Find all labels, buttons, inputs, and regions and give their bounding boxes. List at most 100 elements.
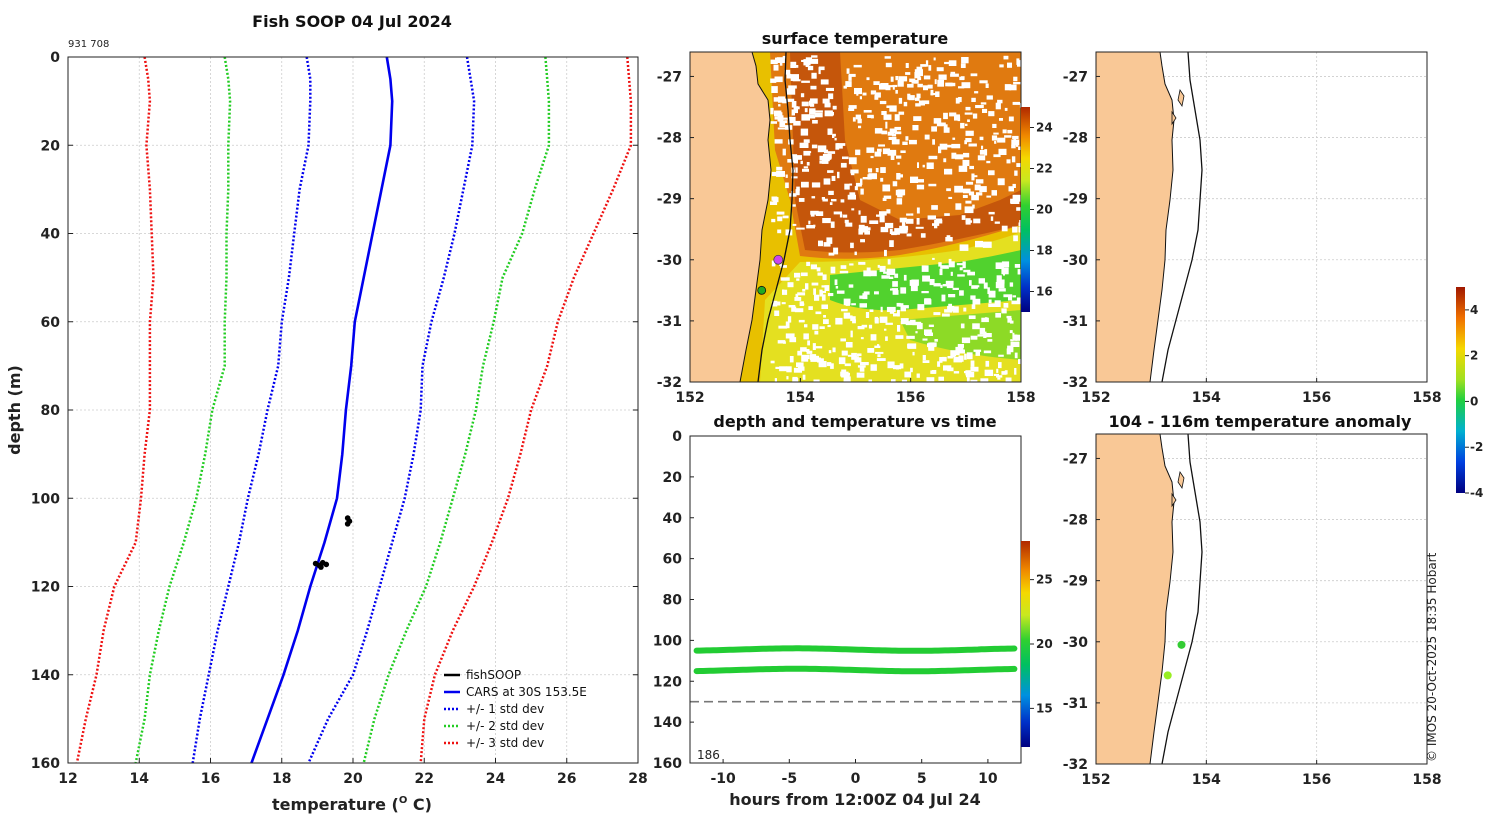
cloud-pixel [960, 122, 965, 129]
cloud-pixel [882, 148, 890, 155]
cloud-pixel [912, 125, 919, 131]
cloud-pixel [938, 74, 947, 80]
cloud-pixel [813, 288, 816, 295]
cloud-pixel [803, 333, 809, 340]
cloud-pixel [866, 267, 871, 273]
cloud-pixel [973, 218, 981, 224]
cloud-pixel [836, 290, 845, 294]
cloud-pixel [879, 216, 885, 223]
cloud-pixel [852, 319, 856, 324]
cloud-pixel [898, 111, 905, 115]
cloud-pixel [962, 261, 966, 269]
cloud-pixel [791, 306, 797, 312]
cloud-pixel [811, 144, 818, 149]
cloud-pixel [800, 128, 809, 136]
cloud-pixel [848, 105, 857, 109]
profile-series--1-std [307, 56, 476, 764]
legend-label-cars: CARS at 30S 153.5E [466, 685, 587, 699]
cloud-pixel [794, 158, 798, 164]
cloud-pixel [1009, 282, 1014, 287]
cloud-pixel [1014, 352, 1018, 359]
cloud-pixel [822, 98, 830, 104]
cloud-pixel [782, 98, 788, 104]
cloud-pixel [899, 217, 907, 223]
cloud-pixel [858, 261, 866, 265]
cloud-pixel [827, 293, 834, 297]
profile-series--3-std [419, 56, 633, 764]
anomaly-point-2 [1163, 671, 1172, 680]
cloud-pixel [927, 84, 933, 89]
cloud-pixel [933, 312, 941, 316]
cloud-pixel [776, 57, 785, 63]
cloud-pixel [1003, 294, 1013, 298]
anomaly-map-title: 104 - 116m temperature anomaly [1109, 412, 1412, 431]
map-x-tick-label: 158 [1412, 772, 1441, 788]
cloud-pixel [972, 323, 980, 330]
cloud-pixel [790, 65, 799, 68]
cloud-pixel [861, 226, 869, 233]
cloud-pixel [824, 285, 830, 291]
cloud-pixel [951, 152, 957, 159]
map-y-tick-label: -27 [1063, 69, 1088, 85]
cloud-pixel [803, 139, 810, 143]
cloud-pixel [834, 279, 838, 286]
cloud-pixel [776, 171, 785, 177]
depth-time-annotation: 186 [697, 748, 720, 762]
profile-series--3-std [75, 56, 155, 764]
cloud-pixel [873, 81, 880, 85]
map-x-tick-label: 152 [1081, 772, 1110, 788]
cloud-pixel [787, 98, 795, 102]
cloud-pixel [970, 366, 979, 372]
cloud-pixel [918, 100, 925, 106]
cloud-pixel [995, 262, 1004, 269]
cloud-pixel [1011, 156, 1016, 163]
cloud-pixel [940, 284, 943, 288]
cloud-pixel [983, 331, 987, 338]
cloud-pixel [844, 372, 850, 376]
cloud-pixel [928, 324, 934, 327]
cloud-pixel [789, 356, 794, 363]
cloud-pixel [890, 155, 895, 160]
cloud-pixel [792, 154, 798, 160]
cloud-pixel [886, 268, 896, 276]
cloud-pixel [1003, 303, 1009, 308]
cloud-pixel [770, 78, 777, 83]
cloud-pixel [920, 64, 927, 67]
cloud-pixel [963, 307, 967, 312]
cloud-pixel [794, 272, 801, 278]
profile-axes-frame [67, 56, 639, 764]
cloud-pixel [917, 83, 923, 88]
cloud-pixel [821, 304, 828, 309]
cloud-pixel [1001, 267, 1009, 275]
cloud-pixel [773, 64, 779, 71]
cloud-pixel [1014, 264, 1021, 268]
map-y-tick-label: -27 [657, 69, 682, 85]
cloud-pixel [816, 267, 821, 272]
cloud-pixel [944, 168, 953, 175]
cloud-pixel [955, 203, 962, 210]
cloud-pixel [1010, 201, 1020, 204]
depth-time-y-tick-label: 80 [663, 593, 683, 609]
cloud-pixel [958, 165, 968, 172]
cloud-pixel [822, 198, 828, 202]
anomaly-colorbar-tick-label: 4 [1470, 303, 1478, 317]
cloud-pixel [912, 321, 922, 326]
cloud-pixel [796, 362, 804, 367]
profile-x-tick-label: 14 [130, 771, 150, 787]
cloud-pixel [880, 177, 884, 182]
profile-series--2-std [362, 56, 551, 764]
cloud-pixel [870, 334, 877, 341]
cloud-pixel [792, 378, 799, 382]
legend-label-2std: +/- 2 std dev [466, 719, 544, 733]
cloud-pixel [963, 152, 970, 158]
cloud-pixel [879, 211, 887, 216]
sst-land [690, 52, 772, 382]
cloud-pixel [926, 377, 935, 382]
cloud-pixel [922, 338, 928, 341]
cloud-pixel [803, 166, 809, 169]
cloud-pixel [876, 214, 885, 217]
cloud-pixel [907, 93, 911, 100]
cloud-pixel [805, 283, 809, 290]
cloud-pixel [972, 175, 978, 178]
cloud-pixel [951, 143, 961, 149]
